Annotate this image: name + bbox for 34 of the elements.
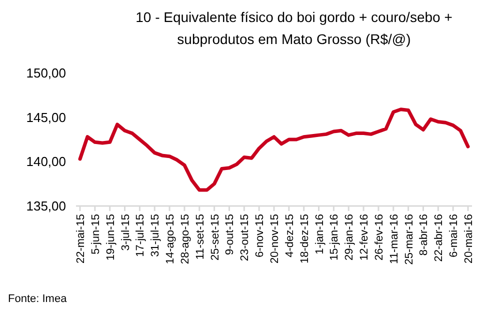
x-tick-label: 5-jun-15 [90, 214, 102, 254]
x-tick-label: 22-mai-15 [75, 214, 87, 264]
x-tick-label: 1-jan-16 [314, 214, 326, 254]
x-tick-label: 12-fev-16 [358, 214, 371, 260]
x-tick-label: 22-abr-16 [433, 214, 446, 262]
x-tick-label: 20-nov-15 [269, 214, 281, 264]
x-tick-label: 11-mar-16 [388, 214, 400, 264]
x-tick-label: 6-mai-16 [448, 214, 460, 258]
x-tick-label: 20-mai-16 [463, 214, 475, 264]
x-tick-label: 25-mar-16 [403, 214, 416, 265]
x-tick-label: 9-out-15 [224, 214, 236, 255]
x-tick-label: 19-jun-15 [104, 214, 117, 260]
source-note: Fonte: Imea [8, 293, 68, 305]
y-tick-label: 140,00 [26, 154, 66, 170]
x-tick-label: 25-set-15 [209, 214, 222, 260]
x-tick-label: 28-ago-15 [179, 214, 192, 264]
x-tick-label: 26-fev-16 [373, 214, 386, 260]
chart-title: 10 - Equivalente físico do boi gordo + couro/sebo + subprodutos em Mato Grosso (R$/@) [136, 9, 452, 47]
x-tick-label: 15-jan-16 [328, 214, 341, 260]
x-tick-label: 4-dez-15 [284, 214, 296, 258]
x-tick-label: 29-jan-16 [344, 214, 356, 260]
x-tick-label: 23-out-15 [239, 214, 252, 262]
y-tick-label: 135,00 [26, 198, 66, 214]
x-tick-label: 11-set-15 [194, 214, 206, 260]
x-tick-label: 31-jul-15 [150, 214, 162, 257]
x-tick-label: 18-dez-15 [298, 214, 311, 264]
x-tick-label: 8-abr-16 [418, 214, 430, 256]
x-tick-label: 14-ago-15 [164, 214, 177, 264]
y-tick-label: 145,00 [26, 110, 66, 125]
x-tick-label: 3-jul-15 [120, 214, 132, 251]
y-tick-label: 150,00 [26, 66, 66, 81]
line-series [78, 108, 470, 192]
x-tick-label: 17-jul-15 [134, 214, 147, 257]
x-tick-label: 6-nov-15 [254, 214, 266, 258]
